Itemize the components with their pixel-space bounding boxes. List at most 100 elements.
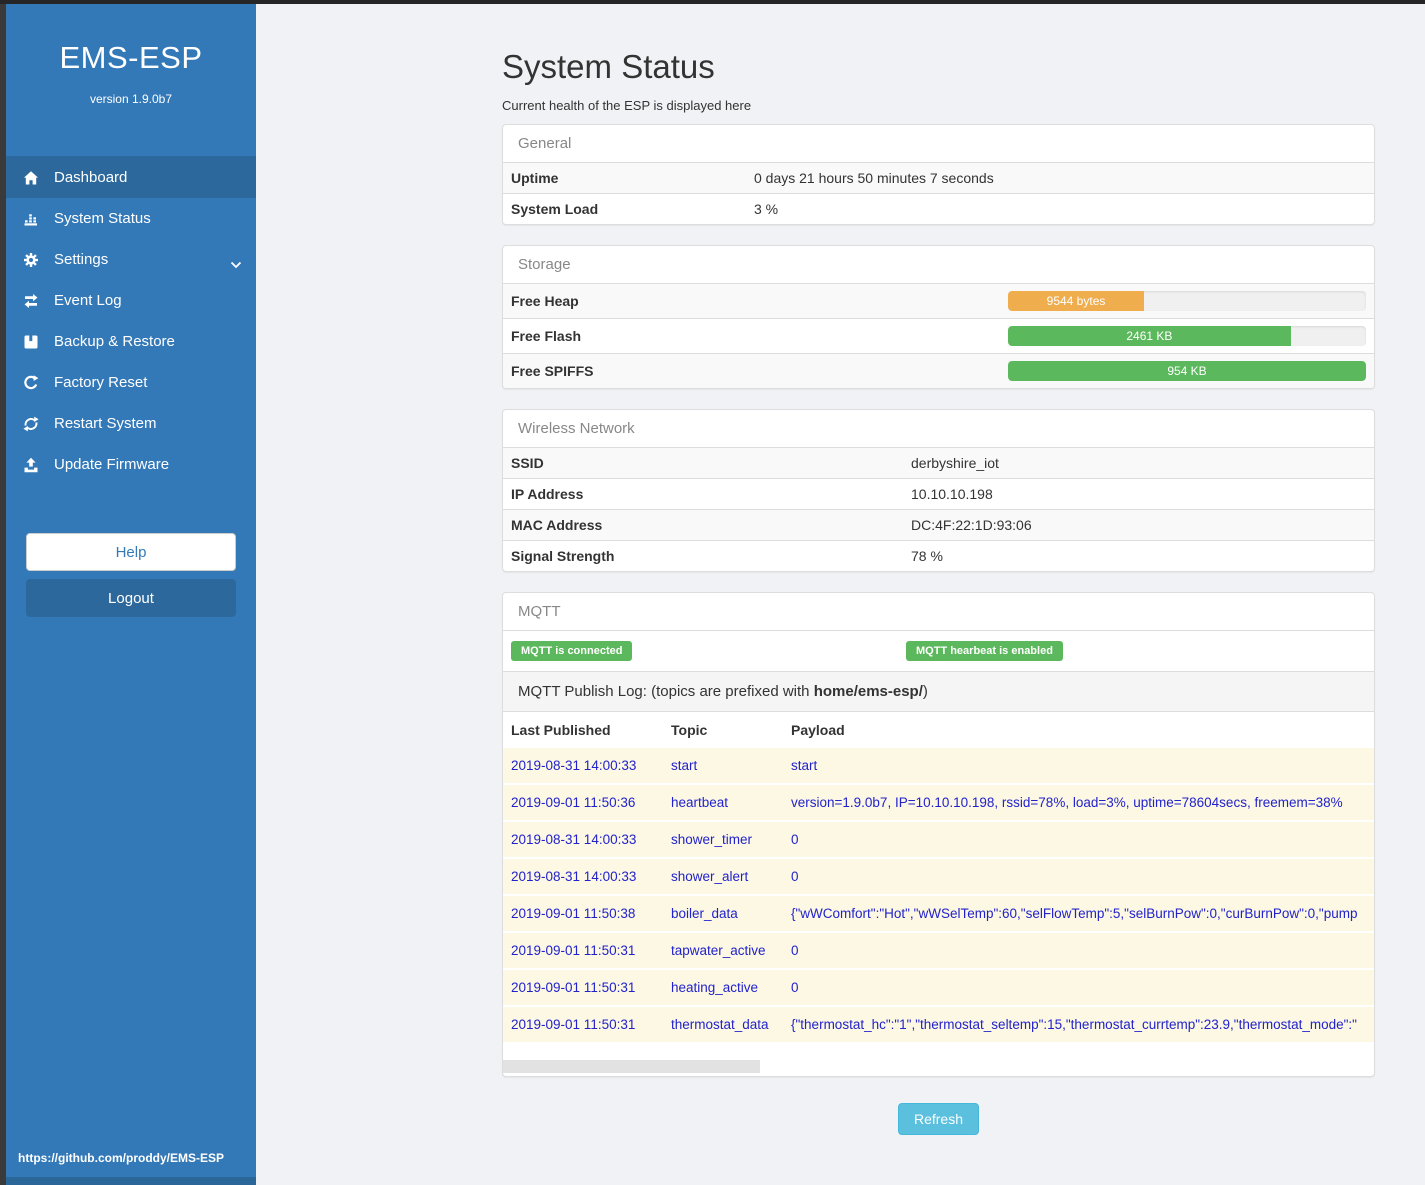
stats-icon	[22, 211, 40, 227]
help-button[interactable]: Help	[26, 533, 236, 571]
row-value: 0 days 21 hours 50 minutes 7 seconds	[746, 162, 1374, 194]
publish-log-text: MQTT Publish Log: (topics are prefixed w…	[518, 683, 814, 700]
mqtt-log-row: 2019-08-31 14:00:33 start start	[503, 748, 1374, 785]
horizontal-scrollbar	[503, 1060, 1374, 1073]
sidebar-item-event-log[interactable]: Event Log	[6, 280, 256, 321]
mqtt-heartbeat-badge: MQTT hearbeat is enabled	[906, 641, 1063, 661]
log-time: 2019-09-01 11:50:31	[503, 1006, 663, 1044]
panel-mqtt-title: MQTT	[518, 603, 561, 620]
row-label: Uptime	[503, 162, 746, 194]
log-time: 2019-08-31 14:00:33	[503, 821, 663, 859]
gear-icon	[22, 252, 40, 268]
log-topic: start	[663, 748, 783, 785]
panel-wireless-title: Wireless Network	[518, 420, 635, 437]
app-title: EMS-ESP	[59, 40, 203, 75]
mqtt-log-row: 2019-09-01 11:50:31 tapwater_active 0	[503, 932, 1374, 970]
column-header: Last Published	[503, 712, 663, 748]
log-payload: 0	[783, 932, 1374, 970]
sidebar-buttons: Help Logout	[6, 533, 256, 617]
refresh-row: Refresh	[502, 1103, 1375, 1135]
sidebar-item-label: Event Log	[54, 292, 122, 309]
log-time: 2019-09-01 11:50:31	[503, 969, 663, 1007]
row-value: 78 %	[903, 540, 1374, 571]
mqtt-log-spacer	[503, 1044, 1374, 1060]
log-payload: 0	[783, 821, 1374, 859]
row-label: Free Flash	[503, 318, 1000, 354]
github-link[interactable]: https://github.com/proddy/EMS-ESP	[18, 1151, 224, 1165]
mqtt-log-row: 2019-09-01 11:50:31 heating_active 0	[503, 969, 1374, 1007]
log-payload: 0	[783, 858, 1374, 896]
row-label: IP Address	[503, 478, 903, 510]
window-top-edge	[0, 0, 1425, 4]
log-payload: start	[783, 748, 1374, 785]
page-subtitle: Current health of the ESP is displayed h…	[502, 98, 752, 113]
panel-general-title: General	[518, 135, 572, 152]
log-topic: shower_timer	[663, 821, 783, 859]
page-title: System Status	[502, 48, 715, 85]
mqtt-log-row: 2019-08-31 14:00:33 shower_alert 0	[503, 858, 1374, 896]
app-version: version 1.9.0b7	[89, 92, 173, 106]
table-row: Free SPIFFS 954 KB	[503, 353, 1374, 388]
free-heap-progress: 9544 bytes	[1008, 291, 1366, 311]
sidebar-item-label: Update Firmware	[54, 456, 170, 473]
sidebar-item-label: Backup & Restore	[54, 333, 175, 350]
column-header: Payload	[783, 712, 1374, 748]
exchange-arrows-icon	[22, 293, 40, 309]
sidebar-item-restart-system[interactable]: Restart System	[6, 403, 256, 444]
panel-storage-title: Storage	[518, 256, 571, 273]
log-time: 2019-08-31 14:00:33	[503, 858, 663, 896]
log-topic: heartbeat	[663, 784, 783, 822]
table-row: Uptime 0 days 21 hours 50 minutes 7 seco…	[503, 162, 1374, 194]
row-value: 10.10.10.198	[903, 478, 1374, 510]
log-topic: tapwater_active	[663, 932, 783, 970]
row-label: Signal Strength	[503, 540, 903, 571]
log-topic: shower_alert	[663, 858, 783, 896]
sidebar-item-dashboard[interactable]: Dashboard	[6, 157, 256, 198]
row-value: 954 KB	[1000, 353, 1374, 388]
main-area: System Status Current health of the ESP …	[256, 4, 1425, 1185]
logout-button[interactable]: Logout	[26, 579, 236, 617]
row-value: derbyshire_iot	[903, 447, 1374, 479]
refresh-button[interactable]: Refresh	[897, 1103, 980, 1135]
table-row: System Load 3 %	[503, 193, 1374, 224]
sidebar-item-system-status[interactable]: System Status	[6, 198, 256, 239]
rotate-icon	[22, 374, 40, 391]
sidebar-item-settings[interactable]: Settings	[6, 239, 256, 280]
sync-icon	[22, 416, 40, 432]
log-time: 2019-08-31 14:00:33	[503, 748, 663, 785]
sidebar-nav: Dashboard System Status	[6, 156, 256, 485]
sidebar-item-backup-restore[interactable]: Backup & Restore	[6, 321, 256, 362]
log-payload: {"thermostat_hc":"1","thermostat_seltemp…	[783, 1006, 1374, 1044]
log-time: 2019-09-01 11:50:36	[503, 784, 663, 822]
chevron-down-icon	[230, 256, 242, 268]
horizontal-scrollbar-thumb[interactable]	[503, 1060, 760, 1073]
column-header: Topic	[663, 712, 783, 748]
sidebar-bottom-strip	[6, 1177, 256, 1185]
save-icon	[22, 334, 40, 350]
row-value: 3 %	[746, 193, 1374, 224]
row-label: System Load	[503, 193, 746, 224]
mqtt-log-row: 2019-09-01 11:50:38 boiler_data {"wWComf…	[503, 895, 1374, 933]
log-time: 2019-09-01 11:50:38	[503, 895, 663, 933]
log-payload: version=1.9.0b7, IP=10.10.10.198, rssid=…	[783, 784, 1374, 822]
log-time: 2019-09-01 11:50:31	[503, 932, 663, 970]
sidebar-item-label: Restart System	[54, 415, 157, 432]
table-row: MAC Address DC:4F:22:1D:93:06	[503, 509, 1374, 541]
row-label: SSID	[503, 447, 903, 479]
mqtt-status-row: MQTT is connected MQTT hearbeat is enabl…	[503, 630, 1374, 671]
sidebar-item-label: Dashboard	[54, 169, 128, 186]
panel-mqtt: MQTT MQTT is connected MQTT hearbeat is …	[502, 592, 1375, 1077]
publish-log-prefix: home/ems-esp/	[813, 683, 923, 700]
panel-storage: Storage Free Heap 9544 bytes Free Flash …	[502, 245, 1375, 389]
mqtt-log-row: 2019-09-01 11:50:36 heartbeat version=1.…	[503, 784, 1374, 822]
row-value: 2461 KB	[1000, 318, 1374, 354]
free-flash-progress: 2461 KB	[1008, 326, 1366, 346]
mqtt-connected-badge: MQTT is connected	[511, 641, 633, 661]
sidebar: EMS-ESP version 1.9.0b7 Dashboard System…	[6, 4, 256, 1185]
sidebar-item-factory-reset[interactable]: Factory Reset	[6, 362, 256, 403]
mqtt-publish-log-header: MQTT Publish Log: (topics are prefixed w…	[503, 671, 1374, 712]
sidebar-item-label: Settings	[54, 251, 109, 268]
log-topic: heating_active	[663, 969, 783, 1007]
sidebar-item-update-firmware[interactable]: Update Firmware	[6, 444, 256, 485]
table-row: Free Heap 9544 bytes	[503, 283, 1374, 319]
